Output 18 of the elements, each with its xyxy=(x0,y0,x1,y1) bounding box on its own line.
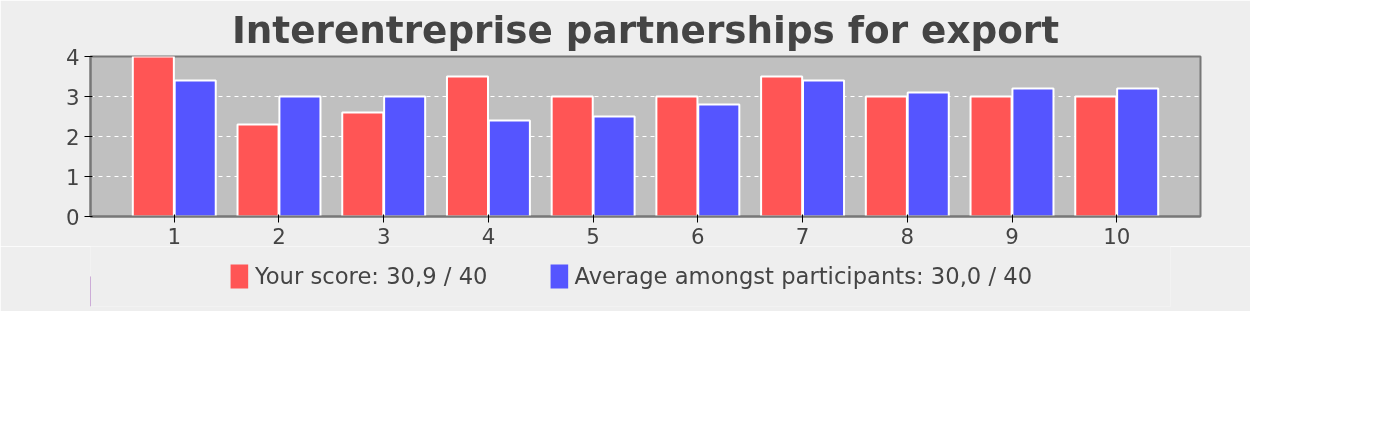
y-tick-label: 2 xyxy=(65,124,80,150)
x-tick-label: 4 xyxy=(481,223,496,249)
x-tick-label: 1 xyxy=(167,223,182,249)
x-tick-label: 2 xyxy=(272,223,286,249)
legend-label: Average amongst participants: 30,0 / 40 xyxy=(574,263,1033,289)
y-tick-label: 0 xyxy=(65,204,80,230)
x-tick-label: 10 xyxy=(1103,223,1131,249)
chart-title: Interentreprise partnerships for export xyxy=(231,7,1060,52)
y-tick-label: 3 xyxy=(65,84,80,110)
x-tick-label: 8 xyxy=(900,223,915,249)
x-tick-label: 3 xyxy=(376,223,391,249)
legend-label: Your score: 30,9 / 40 xyxy=(254,263,488,289)
x-tick-label: 5 xyxy=(586,223,600,249)
x-tick-label: 9 xyxy=(1005,223,1019,249)
x-tick-label: 7 xyxy=(795,223,810,249)
y-tick-label: 4 xyxy=(65,44,80,70)
x-tick-label: 6 xyxy=(691,223,705,249)
y-tick-label: 1 xyxy=(65,164,80,190)
